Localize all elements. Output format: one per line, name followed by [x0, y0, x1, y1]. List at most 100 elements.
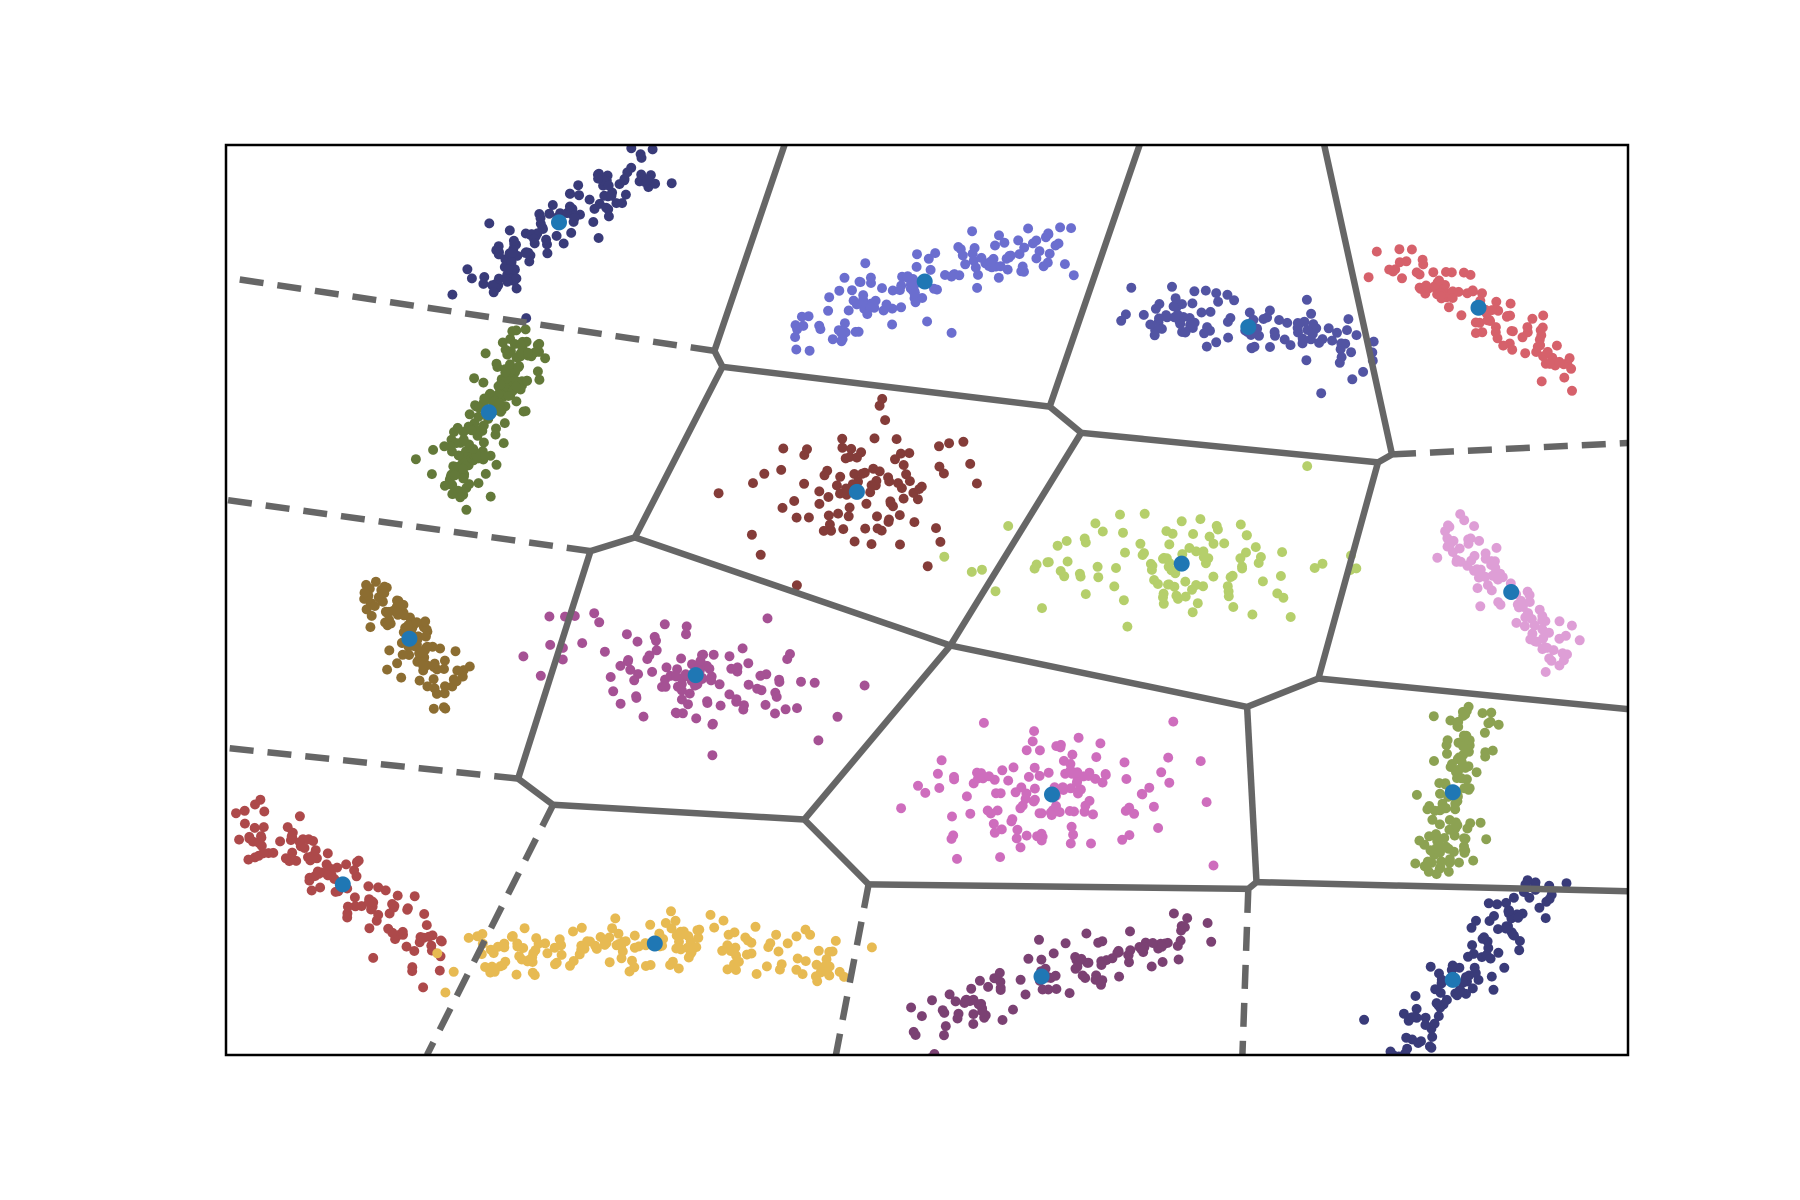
data-point	[1172, 309, 1183, 320]
data-point	[715, 700, 726, 711]
data-point	[1551, 340, 1562, 351]
data-point	[1126, 282, 1137, 293]
data-point	[1037, 984, 1048, 995]
data-point	[1036, 808, 1047, 819]
data-point	[930, 248, 941, 259]
data-point	[507, 247, 518, 258]
data-point	[1464, 783, 1475, 794]
data-point	[877, 393, 888, 404]
data-point	[893, 478, 904, 489]
data-point	[558, 238, 569, 249]
data-point	[1034, 745, 1045, 756]
data-point	[1456, 310, 1467, 321]
data-point	[960, 995, 971, 1006]
data-point	[1410, 858, 1421, 869]
data-point	[1451, 820, 1461, 831]
data-point	[577, 638, 588, 649]
data-point	[1527, 313, 1538, 324]
data-point	[1145, 319, 1156, 330]
data-point	[569, 213, 580, 224]
data-point	[1200, 285, 1211, 296]
data-point	[1554, 633, 1565, 644]
data-point	[671, 708, 682, 719]
data-point	[593, 233, 604, 243]
data-point	[1036, 954, 1047, 965]
data-point	[250, 799, 260, 810]
data-point	[1544, 653, 1555, 664]
data-point	[1124, 830, 1135, 841]
data-point	[1306, 308, 1317, 319]
data-point	[604, 957, 615, 968]
data-point	[836, 336, 847, 347]
data-point	[633, 941, 644, 952]
data-point	[865, 302, 876, 313]
data-point	[566, 227, 577, 238]
data-point	[670, 915, 681, 926]
data-point	[1071, 777, 1082, 788]
data-point	[837, 442, 848, 453]
data-point	[645, 919, 656, 930]
data-point	[1566, 620, 1577, 631]
cluster-centroid	[1044, 786, 1060, 803]
data-point	[791, 931, 802, 942]
data-point	[1390, 1056, 1400, 1066]
data-point	[1177, 299, 1187, 310]
data-point	[1006, 816, 1017, 827]
data-point	[603, 180, 614, 191]
data-point	[1524, 597, 1535, 607]
data-point	[814, 486, 825, 497]
voronoi-ray	[1321, 145, 1396, 456]
data-point	[1005, 250, 1016, 261]
data-point	[1482, 580, 1493, 591]
data-point	[1019, 242, 1030, 253]
voronoi-ray	[1256, 878, 1628, 895]
data-point	[1161, 526, 1172, 537]
data-point	[1424, 831, 1435, 842]
data-point	[952, 853, 962, 864]
data-point	[1111, 563, 1121, 573]
data-point	[1168, 716, 1179, 727]
data-point	[620, 189, 631, 200]
data-point	[821, 954, 832, 965]
data-point	[1176, 516, 1187, 527]
data-point	[449, 470, 460, 481]
data-point	[659, 619, 670, 630]
data-point	[898, 493, 909, 504]
data-point	[599, 190, 610, 201]
data-point	[728, 946, 739, 957]
data-point	[809, 677, 820, 688]
data-point	[1490, 327, 1501, 338]
data-point	[396, 672, 407, 683]
data-point	[1369, 1073, 1379, 1083]
data-point	[503, 391, 514, 401]
data-point	[1537, 615, 1548, 626]
data-point	[1503, 906, 1514, 917]
data-point	[439, 655, 450, 666]
data-point	[1057, 782, 1068, 793]
data-point	[737, 643, 748, 654]
data-point	[1175, 319, 1186, 329]
cluster-centroid	[1240, 319, 1257, 335]
cluster-centroid	[1470, 299, 1487, 316]
data-point	[1434, 819, 1445, 830]
data-point	[861, 498, 872, 509]
data-point	[625, 664, 636, 675]
data-point	[1487, 745, 1498, 756]
data-point	[1180, 576, 1191, 587]
data-point	[866, 539, 877, 550]
voronoi-ray	[226, 496, 591, 555]
data-point	[1540, 667, 1551, 677]
data-point	[839, 272, 850, 283]
data-point	[1371, 246, 1382, 257]
data-point	[435, 935, 446, 946]
data-point	[411, 617, 422, 628]
data-point	[422, 681, 433, 692]
data-point	[1064, 806, 1075, 816]
data-point	[1066, 223, 1077, 234]
data-point	[1509, 930, 1519, 941]
data-point	[421, 920, 432, 931]
data-point	[1421, 860, 1432, 871]
data-point	[1480, 751, 1491, 762]
data-point	[1118, 595, 1129, 606]
voronoi-edge	[711, 349, 726, 369]
